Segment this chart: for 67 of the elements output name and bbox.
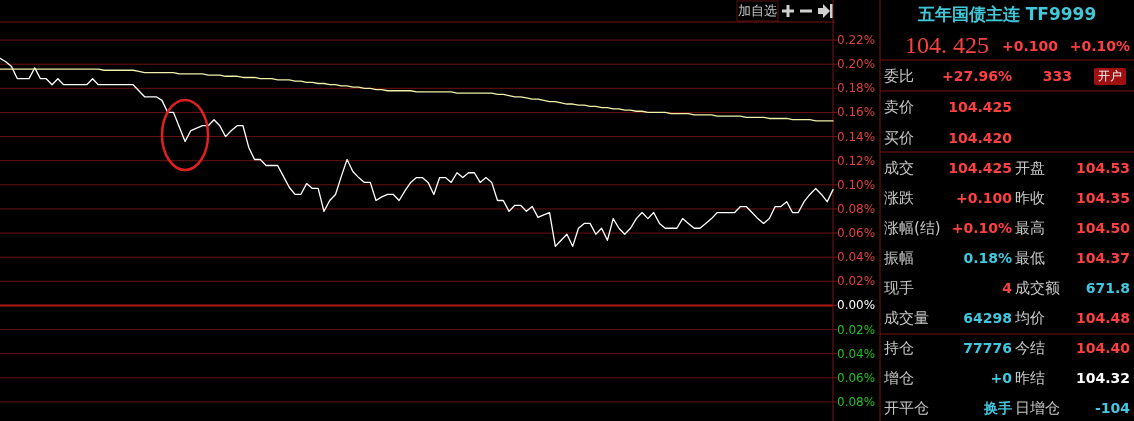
text: 104.35 — [1075, 190, 1130, 206]
y-tick-label: 0.02% — [837, 274, 876, 289]
text: 买价 — [884, 129, 914, 147]
text: +0.100 — [1001, 38, 1059, 54]
y-tick-label: 0.00% — [837, 298, 876, 313]
text: 今结 — [1015, 339, 1045, 357]
text: +0 — [990, 370, 1013, 386]
text: 现手 — [884, 279, 914, 297]
text: 104.48 — [1075, 310, 1130, 326]
text: 成交额 — [1015, 279, 1060, 297]
y-tick-label: 0.14% — [837, 129, 876, 144]
text: 涨跌 — [884, 189, 914, 207]
y-tick-label: 0.06% — [837, 226, 876, 241]
text: 104. 425 — [905, 32, 989, 58]
y-tick-label: 0.06% — [837, 370, 876, 385]
y-tick-label: 0.16% — [837, 105, 876, 120]
text: 最低 — [1015, 249, 1045, 267]
text: 开盘 — [1015, 159, 1045, 177]
text: 333 — [1042, 68, 1072, 84]
text: 增仓 — [883, 369, 914, 387]
text: 104.425 — [948, 99, 1012, 115]
text: 104.40 — [1075, 340, 1131, 356]
y-tick-label: 0.04% — [837, 250, 876, 265]
text: 4 — [1002, 280, 1013, 296]
button: 开户 — [1094, 68, 1126, 85]
text: 卖价 — [884, 98, 914, 116]
text: 涨幅(结) — [884, 219, 941, 237]
text: 64298 — [963, 310, 1012, 326]
y-tick-label: 0.02% — [837, 322, 876, 337]
text: 均价 — [1014, 309, 1045, 327]
y-tick-label: 0.18% — [837, 81, 876, 96]
text: 昨结 — [1015, 369, 1045, 387]
text: 671.8 — [1085, 280, 1130, 296]
text: 104.50 — [1075, 220, 1131, 236]
y-tick-label: 0.04% — [837, 346, 876, 361]
button: 加自选 — [736, 0, 779, 22]
y-tick-label: 0.22% — [837, 33, 876, 48]
text: +0.10% — [1069, 38, 1130, 54]
text: 开平仓 — [884, 399, 929, 417]
y-tick-label: 0.10% — [837, 177, 876, 192]
text: +27.96% — [941, 68, 1012, 84]
text: 成交 — [884, 159, 914, 177]
text: 换手 — [983, 400, 1012, 416]
text: 0.18% — [963, 250, 1012, 266]
text: 五年国债主连 TF9999 — [916, 4, 1097, 24]
y-tick-label: 0.08% — [837, 201, 876, 216]
text: +0.100 — [955, 190, 1013, 206]
y-tick-label: 0.20% — [837, 57, 876, 72]
text: 成交量 — [884, 309, 929, 327]
text: 77776 — [963, 340, 1012, 356]
text: 104.420 — [948, 130, 1013, 146]
text: 持仓 — [884, 339, 914, 357]
y-tick-label: 0.08% — [837, 394, 876, 409]
line-series — [0, 68, 834, 122]
text: 104.32 — [1075, 370, 1130, 386]
text: -104 — [1094, 400, 1131, 416]
text: 振幅 — [884, 249, 914, 267]
y-tick-label: 0.12% — [837, 153, 876, 168]
text: 104.37 — [1075, 250, 1130, 266]
text: 104.425 — [948, 160, 1012, 176]
text: 最高 — [1015, 219, 1045, 237]
text: 昨收 — [1015, 189, 1045, 207]
text: 委比 — [884, 67, 914, 85]
line-series — [0, 57, 834, 247]
text: +0.10% — [951, 220, 1012, 236]
text: 日增仓 — [1015, 399, 1060, 417]
text: 104.53 — [1075, 160, 1130, 176]
